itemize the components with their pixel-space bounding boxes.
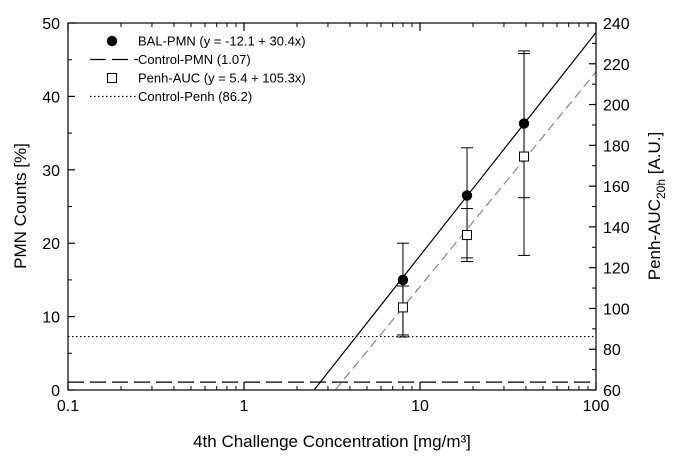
y-left-axis-title: PMN Counts [%] xyxy=(11,143,30,269)
penh-auc-point xyxy=(462,230,473,241)
fit-lines-layer xyxy=(313,32,596,390)
y-right-tick-label: 180 xyxy=(603,138,630,155)
bal-pmn-point xyxy=(397,274,409,286)
y-left-tick-label: 50 xyxy=(42,16,60,33)
y-right-title-main: Penh-AUC xyxy=(645,199,664,280)
y-right-tick-label: 200 xyxy=(603,98,630,115)
bal-pmn-fit-line xyxy=(313,32,596,390)
y-right-tick-label: 60 xyxy=(603,383,621,400)
y-left-tick-label: 40 xyxy=(42,89,60,106)
y-right-axis-title: Penh-AUC20h [A.U.] xyxy=(645,132,668,281)
y-right-tick-label: 220 xyxy=(603,57,630,74)
x-tick-label: 10 xyxy=(411,398,429,415)
y-right-tick-label: 140 xyxy=(603,220,630,237)
legend-label: BAL-PMN (y = -12.1 + 30.4x) xyxy=(138,34,306,49)
legend-label: Control-PMN (1.07) xyxy=(138,52,251,67)
x-axis-title: 4th Challenge Concentration [mg/m³] xyxy=(193,432,471,451)
y-right-tick-label: 240 xyxy=(603,16,630,33)
y-left-tick-label: 30 xyxy=(42,163,60,180)
y-left-tick-label: 0 xyxy=(51,383,60,400)
legend-symbol-bal-pmn xyxy=(106,35,118,47)
y-right-tick-label: 80 xyxy=(603,342,621,359)
axes-layer: 0.1 1 10 100 0 10 20 30 40 50 60 80 100 120 140 160 180 2… xyxy=(42,16,630,415)
penh-auc-point xyxy=(519,151,530,162)
y-right-tick-label: 100 xyxy=(603,301,630,318)
legend: BAL-PMN (y = -12.1 + 30.4x) Control-PMN (… xyxy=(90,34,306,104)
bal-pmn-point xyxy=(518,118,530,129)
x-tick-label: 1 xyxy=(240,398,249,415)
y-right-tick-label: 120 xyxy=(603,261,630,278)
y-left-tick-label: 20 xyxy=(42,236,60,253)
legend-label: Control-Penh (86.2) xyxy=(138,89,252,104)
y-right-tick-label: 160 xyxy=(603,179,630,196)
x-tick-label: 0.1 xyxy=(57,398,79,415)
y-right-title-tail: [A.U.] xyxy=(645,132,664,179)
penh-auc-fit-line xyxy=(334,71,596,390)
bal-pmn-point xyxy=(461,190,473,201)
legend-label: Penh-AUC (y = 5.4 + 105.3x) xyxy=(138,71,306,86)
y-left-tick-label: 10 xyxy=(42,310,60,327)
y-right-title-subscript: 20h xyxy=(654,179,668,199)
x-tick-label: 100 xyxy=(583,398,610,415)
legend-symbol-penh-auc xyxy=(107,73,117,83)
markers-layer xyxy=(397,118,530,313)
penh-auc-point xyxy=(397,302,408,313)
control-lines-layer xyxy=(68,335,596,383)
